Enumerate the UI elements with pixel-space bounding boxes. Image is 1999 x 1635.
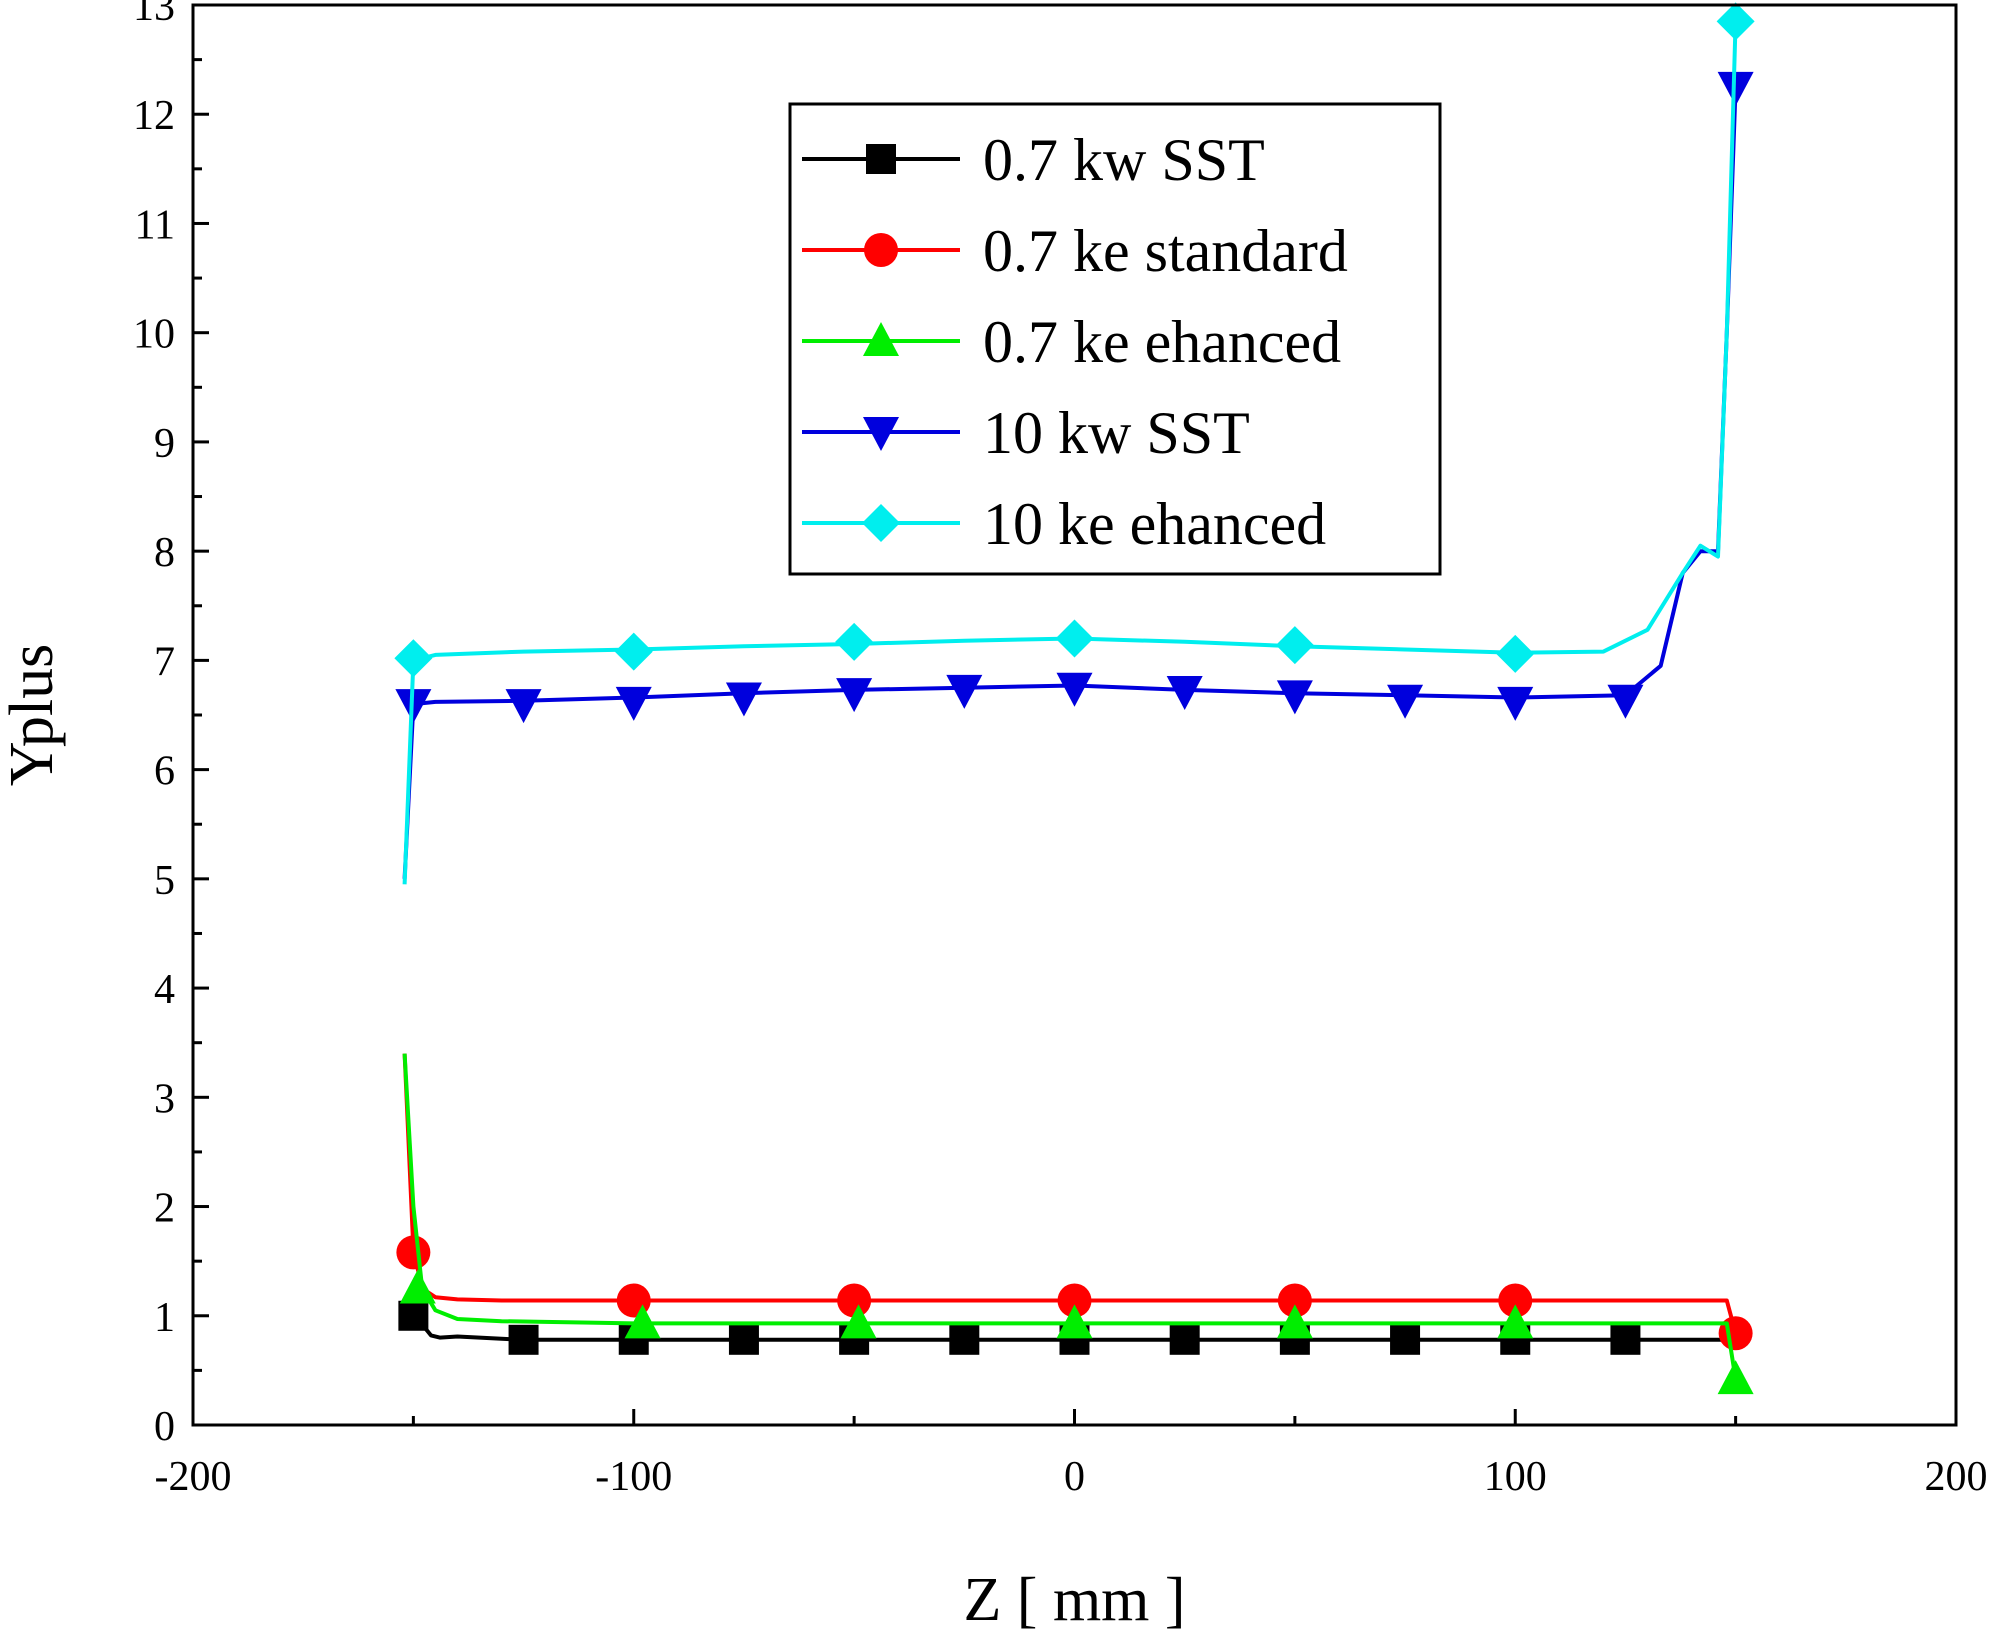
data-point xyxy=(615,686,652,721)
x-axis: -200 -100 0 100 200 xyxy=(155,1409,1988,1500)
data-point xyxy=(624,1304,661,1339)
y-tick-label: 9 xyxy=(154,421,175,467)
legend-label: 0.7 ke ehanced xyxy=(983,309,1341,375)
data-point xyxy=(1169,1324,1200,1355)
data-point xyxy=(396,1235,431,1270)
x-tick-label: 0 xyxy=(1064,1454,1085,1500)
data-point xyxy=(1496,634,1535,673)
data-point xyxy=(1056,672,1093,707)
data-point xyxy=(1056,1304,1093,1339)
data-point xyxy=(1718,1316,1753,1351)
data-point xyxy=(398,1300,429,1331)
data-point xyxy=(1716,2,1755,41)
legend-item: 0.7 ke standard xyxy=(802,218,1348,284)
data-point xyxy=(614,632,653,671)
x-tick-label: -100 xyxy=(595,1454,672,1500)
legend-item: 10 kw SST xyxy=(802,400,1250,466)
x-tick-label: 200 xyxy=(1925,1454,1988,1500)
y-tick-label: 13 xyxy=(133,0,175,30)
series-2 xyxy=(399,1053,1754,1395)
data-point xyxy=(1276,1304,1313,1339)
y-axis-title: Yplus xyxy=(0,644,66,786)
legend-marker xyxy=(864,233,898,267)
data-point xyxy=(1497,686,1534,721)
y-tick-label: 2 xyxy=(154,1186,175,1232)
data-point xyxy=(394,639,433,678)
legend-item: 10 ke ehanced xyxy=(802,491,1326,557)
series-0 xyxy=(398,1300,1727,1355)
legend: 0.7 kw SST 0.7 ke standard 0.7 ke ehanced 1… xyxy=(788,102,1442,576)
data-point xyxy=(946,674,983,709)
data-point xyxy=(840,1304,877,1339)
data-point xyxy=(837,1283,872,1318)
y-tick-label: 4 xyxy=(154,967,175,1013)
data-point xyxy=(1276,680,1313,715)
data-point xyxy=(1607,684,1644,719)
data-point xyxy=(949,1324,980,1355)
legend-marker xyxy=(863,322,899,356)
data-point xyxy=(1057,1283,1092,1318)
series-layer xyxy=(394,2,1755,1395)
x-tick-label: -200 xyxy=(155,1454,232,1500)
legend-label: 10 ke ehanced xyxy=(983,491,1326,557)
legend-marker xyxy=(866,144,896,174)
data-point xyxy=(399,1269,436,1304)
data-point xyxy=(728,1324,759,1355)
data-point xyxy=(836,678,873,713)
legend-item: 0.7 kw SST xyxy=(802,127,1265,193)
y-tick-label: 6 xyxy=(154,749,175,795)
data-point xyxy=(1610,1324,1641,1355)
data-point xyxy=(1275,626,1314,665)
x-tick-label: 100 xyxy=(1484,1454,1547,1500)
legend-label: 0.7 ke standard xyxy=(983,218,1348,284)
data-point xyxy=(835,622,874,661)
legend-label: 0.7 kw SST xyxy=(983,127,1265,193)
y-tick-label: 0 xyxy=(154,1404,175,1450)
data-point xyxy=(1055,619,1094,658)
legend-item: 0.7 ke ehanced xyxy=(802,309,1341,375)
y-tick-label: 8 xyxy=(154,530,175,576)
y-tick-label: 11 xyxy=(135,202,175,248)
series-4 xyxy=(394,2,1755,885)
y-tick-label: 10 xyxy=(133,312,175,358)
data-point xyxy=(1717,1360,1754,1395)
x-axis-title: Z [ mm ] xyxy=(963,1566,1185,1634)
data-point xyxy=(1497,1304,1534,1339)
data-point xyxy=(508,1324,539,1355)
data-point xyxy=(1166,675,1203,710)
data-point xyxy=(505,689,542,724)
y-tick-label: 5 xyxy=(154,858,175,904)
legend-label: 10 kw SST xyxy=(983,400,1250,466)
y-tick-label: 12 xyxy=(133,93,175,139)
data-point xyxy=(725,682,762,717)
data-point xyxy=(1498,1283,1533,1318)
data-point xyxy=(1277,1283,1312,1318)
data-point xyxy=(1387,684,1424,719)
legend-marker xyxy=(863,417,899,451)
y-tick-label: 7 xyxy=(154,639,175,685)
data-point xyxy=(1390,1324,1421,1355)
legend-marker xyxy=(862,504,900,542)
series-line xyxy=(402,21,1738,885)
y-tick-label: 3 xyxy=(154,1076,175,1122)
y-tick-label: 1 xyxy=(154,1295,175,1341)
